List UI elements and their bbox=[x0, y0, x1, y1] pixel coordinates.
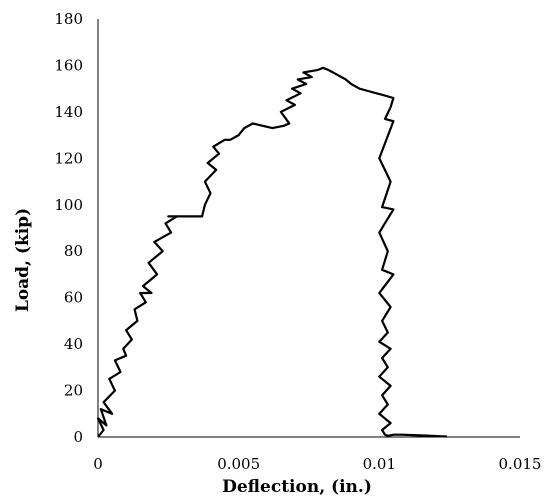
x-tick-label: 0.01 bbox=[363, 455, 396, 473]
y-tick-label: 60 bbox=[64, 289, 83, 307]
y-tick-label: 20 bbox=[64, 382, 83, 400]
x-tick-label: 0 bbox=[93, 455, 103, 473]
x-tick-label: 0.015 bbox=[499, 455, 542, 473]
y-tick-label: 180 bbox=[54, 10, 83, 28]
x-tick-label: 0.005 bbox=[217, 455, 260, 473]
y-tick-label: 140 bbox=[54, 103, 83, 121]
y-tick-label: 80 bbox=[64, 242, 83, 260]
x-axis-title: Deflection, (in.) bbox=[222, 477, 372, 497]
y-tick-label: 120 bbox=[54, 149, 83, 167]
y-tick-label: 160 bbox=[54, 56, 83, 74]
y-axis-title: Load, (kip) bbox=[13, 208, 33, 312]
y-tick-label: 100 bbox=[54, 196, 83, 214]
x-tick-labels: 0 0.005 0.01 0.015 bbox=[93, 455, 541, 473]
y-tick-label: 0 bbox=[73, 428, 83, 446]
y-tick-label: 40 bbox=[64, 335, 83, 353]
load-deflection-line bbox=[96, 66, 447, 438]
y-tick-labels: 0 20 40 60 80 100 120 140 160 180 bbox=[54, 10, 83, 446]
